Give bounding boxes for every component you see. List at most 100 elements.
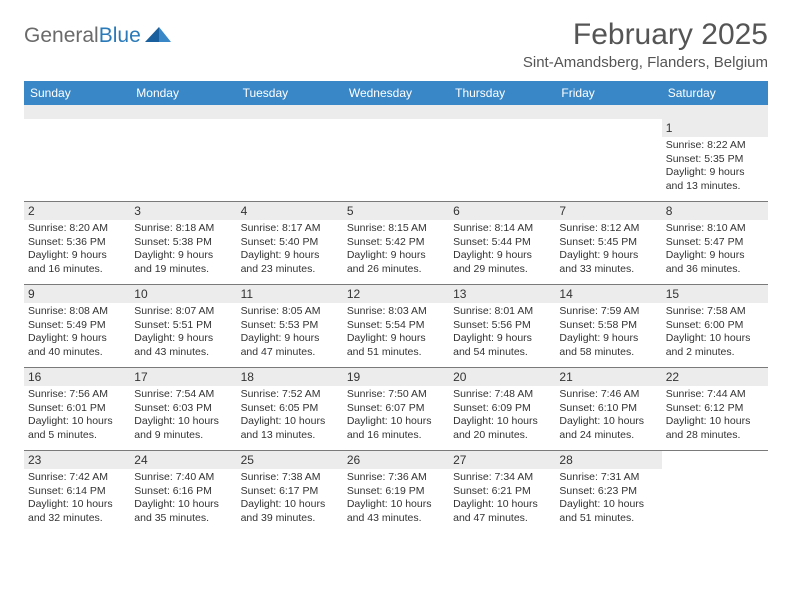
day-number: 18 xyxy=(237,368,343,386)
daylight-text: Daylight: 9 hours and 13 minutes. xyxy=(666,166,764,193)
sunset-text: Sunset: 6:00 PM xyxy=(666,319,764,333)
daylight-text: Daylight: 9 hours and 43 minutes. xyxy=(134,332,232,359)
day-header-cell: Saturday xyxy=(662,81,768,105)
day-number: 11 xyxy=(237,285,343,303)
day-cell: 16Sunrise: 7:56 AMSunset: 6:01 PMDayligh… xyxy=(24,368,130,450)
sunset-text: Sunset: 6:10 PM xyxy=(559,402,657,416)
daylight-text: Daylight: 10 hours and 39 minutes. xyxy=(241,498,339,525)
sunset-text: Sunset: 5:56 PM xyxy=(453,319,551,333)
day-header-row: Sunday Monday Tuesday Wednesday Thursday… xyxy=(24,81,768,105)
day-number: 13 xyxy=(449,285,555,303)
sunrise-text: Sunrise: 7:44 AM xyxy=(666,388,764,402)
daylight-text: Daylight: 10 hours and 2 minutes. xyxy=(666,332,764,359)
day-cell: 9Sunrise: 8:08 AMSunset: 5:49 PMDaylight… xyxy=(24,285,130,367)
day-info: Sunrise: 7:44 AMSunset: 6:12 PMDaylight:… xyxy=(666,388,764,443)
day-number: 26 xyxy=(343,451,449,469)
sunrise-text: Sunrise: 8:18 AM xyxy=(134,222,232,236)
sunset-text: Sunset: 5:53 PM xyxy=(241,319,339,333)
sunrise-text: Sunrise: 7:56 AM xyxy=(28,388,126,402)
sunset-text: Sunset: 5:35 PM xyxy=(666,153,764,167)
day-info: Sunrise: 7:46 AMSunset: 6:10 PMDaylight:… xyxy=(559,388,657,443)
day-cell: 7Sunrise: 8:12 AMSunset: 5:45 PMDaylight… xyxy=(555,202,661,284)
day-cell: 2Sunrise: 8:20 AMSunset: 5:36 PMDaylight… xyxy=(24,202,130,284)
day-info: Sunrise: 7:38 AMSunset: 6:17 PMDaylight:… xyxy=(241,471,339,526)
weeks-container: 1Sunrise: 8:22 AMSunset: 5:35 PMDaylight… xyxy=(24,119,768,533)
day-number: 10 xyxy=(130,285,236,303)
sunset-text: Sunset: 5:58 PM xyxy=(559,319,657,333)
daylight-text: Daylight: 10 hours and 9 minutes. xyxy=(134,415,232,442)
sunset-text: Sunset: 5:51 PM xyxy=(134,319,232,333)
day-number: 25 xyxy=(237,451,343,469)
day-cell: 13 Sunrise: 8:01 AMSunset: 5:56 PMDayligh… xyxy=(449,285,555,367)
sunrise-text: Sunrise: 7:50 AM xyxy=(347,388,445,402)
day-info: Sunrise: 7:52 AMSunset: 6:05 PMDaylight:… xyxy=(241,388,339,443)
day-cell: 18 Sunrise: 7:52 AMSunset: 6:05 PMDayligh… xyxy=(237,368,343,450)
daylight-text: Daylight: 10 hours and 35 minutes. xyxy=(134,498,232,525)
sunset-text: Sunset: 6:14 PM xyxy=(28,485,126,499)
day-cell: 4 Sunrise: 8:17 AMSunset: 5:40 PMDaylight… xyxy=(237,202,343,284)
sunset-text: Sunset: 6:07 PM xyxy=(347,402,445,416)
sunrise-text: Sunrise: 8:03 AM xyxy=(347,305,445,319)
daylight-text: Daylight: 9 hours and 19 minutes. xyxy=(134,249,232,276)
day-cell: 10 Sunrise: 8:07 AMSunset: 5:51 PMDayligh… xyxy=(130,285,236,367)
logo-triangle-icon xyxy=(145,27,171,45)
sunrise-text: Sunrise: 8:12 AM xyxy=(559,222,657,236)
day-number: 14 xyxy=(555,285,661,303)
day-info: Sunrise: 8:17 AMSunset: 5:40 PMDaylight:… xyxy=(241,222,339,277)
spacer-row xyxy=(24,105,768,119)
day-number: 6 xyxy=(449,202,555,220)
daylight-text: Daylight: 9 hours and 58 minutes. xyxy=(559,332,657,359)
week-row: 2Sunrise: 8:20 AMSunset: 5:36 PMDaylight… xyxy=(24,201,768,284)
day-cell: 1Sunrise: 8:22 AMSunset: 5:35 PMDaylight… xyxy=(662,119,768,201)
day-cell: 24Sunrise: 7:40 AMSunset: 6:16 PMDayligh… xyxy=(130,451,236,533)
day-header-cell: Friday xyxy=(555,81,661,105)
day-info: Sunrise: 7:42 AMSunset: 6:14 PMDaylight:… xyxy=(28,471,126,526)
sunrise-text: Sunrise: 7:38 AM xyxy=(241,471,339,485)
day-info: Sunrise: 8:12 AMSunset: 5:45 PMDaylight:… xyxy=(559,222,657,277)
sunrise-text: Sunrise: 8:07 AM xyxy=(134,305,232,319)
day-info: Sunrise: 7:58 AMSunset: 6:00 PMDaylight:… xyxy=(666,305,764,360)
day-number: 3 xyxy=(130,202,236,220)
sunset-text: Sunset: 6:03 PM xyxy=(134,402,232,416)
daylight-text: Daylight: 10 hours and 28 minutes. xyxy=(666,415,764,442)
day-number: 16 xyxy=(24,368,130,386)
day-number: 15 xyxy=(662,285,768,303)
header: GeneralBlue February 2025 Sint-Amandsber… xyxy=(24,18,768,71)
daylight-text: Daylight: 10 hours and 5 minutes. xyxy=(28,415,126,442)
day-info: Sunrise: 7:50 AMSunset: 6:07 PMDaylight:… xyxy=(347,388,445,443)
day-number: 17 xyxy=(130,368,236,386)
sunset-text: Sunset: 6:19 PM xyxy=(347,485,445,499)
sunset-text: Sunset: 5:44 PM xyxy=(453,236,551,250)
daylight-text: Daylight: 10 hours and 43 minutes. xyxy=(347,498,445,525)
day-info: Sunrise: 7:31 AMSunset: 6:23 PMDaylight:… xyxy=(559,471,657,526)
sunrise-text: Sunrise: 8:22 AM xyxy=(666,139,764,153)
sunrise-text: Sunrise: 7:34 AM xyxy=(453,471,551,485)
sunrise-text: Sunrise: 7:36 AM xyxy=(347,471,445,485)
daylight-text: Daylight: 10 hours and 16 minutes. xyxy=(347,415,445,442)
day-cell: 6Sunrise: 8:14 AMSunset: 5:44 PMDaylight… xyxy=(449,202,555,284)
daylight-text: Daylight: 9 hours and 54 minutes. xyxy=(453,332,551,359)
day-info: Sunrise: 7:59 AMSunset: 5:58 PMDaylight:… xyxy=(559,305,657,360)
day-number: 5 xyxy=(343,202,449,220)
sunrise-text: Sunrise: 8:01 AM xyxy=(453,305,551,319)
day-info: Sunrise: 8:10 AMSunset: 5:47 PMDaylight:… xyxy=(666,222,764,277)
day-number: 8 xyxy=(662,202,768,220)
day-info: Sunrise: 8:15 AMSunset: 5:42 PMDaylight:… xyxy=(347,222,445,277)
day-info: Sunrise: 8:22 AMSunset: 5:35 PMDaylight:… xyxy=(666,139,764,194)
day-number: 4 xyxy=(237,202,343,220)
daylight-text: Daylight: 10 hours and 24 minutes. xyxy=(559,415,657,442)
sunset-text: Sunset: 5:40 PM xyxy=(241,236,339,250)
day-cell: 8 Sunrise: 8:10 AMSunset: 5:47 PMDaylight… xyxy=(662,202,768,284)
day-cell: 23Sunrise: 7:42 AMSunset: 6:14 PMDayligh… xyxy=(24,451,130,533)
sunset-text: Sunset: 6:16 PM xyxy=(134,485,232,499)
week-row: 16Sunrise: 7:56 AMSunset: 6:01 PMDayligh… xyxy=(24,367,768,450)
sunrise-text: Sunrise: 8:08 AM xyxy=(28,305,126,319)
day-cell: 21Sunrise: 7:46 AMSunset: 6:10 PMDayligh… xyxy=(555,368,661,450)
day-number: 2 xyxy=(24,202,130,220)
day-cell: 26 Sunrise: 7:36 AMSunset: 6:19 PMDayligh… xyxy=(343,451,449,533)
day-info: Sunrise: 8:01 AMSunset: 5:56 PMDaylight:… xyxy=(453,305,551,360)
daylight-text: Daylight: 9 hours and 29 minutes. xyxy=(453,249,551,276)
daylight-text: Daylight: 10 hours and 32 minutes. xyxy=(28,498,126,525)
sunset-text: Sunset: 6:21 PM xyxy=(453,485,551,499)
day-cell: 25 Sunrise: 7:38 AMSunset: 6:17 PMDayligh… xyxy=(237,451,343,533)
